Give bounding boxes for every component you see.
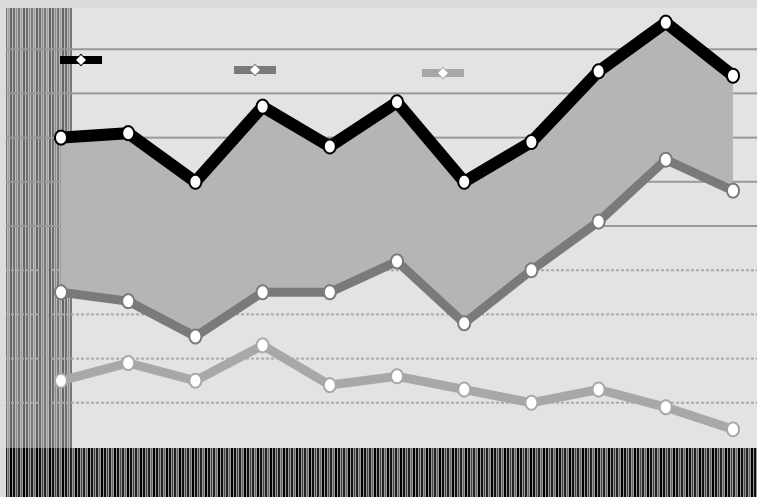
legend-marker (248, 63, 262, 77)
point-marker (524, 134, 539, 151)
point-marker (658, 14, 673, 31)
point-marker (322, 377, 337, 394)
point-marker (726, 67, 740, 84)
point-marker (591, 63, 606, 80)
point-marker (457, 315, 472, 332)
point-marker (322, 138, 337, 155)
point-marker (188, 372, 203, 389)
point-marker (524, 394, 539, 411)
plot (6, 14, 757, 438)
point-marker (658, 151, 673, 168)
legend-marker (436, 66, 450, 80)
point-marker (121, 293, 136, 310)
point-marker (457, 381, 472, 398)
point-marker (54, 129, 68, 146)
point-marker (188, 328, 203, 345)
point-marker (255, 284, 270, 301)
bottom-strip (6, 448, 757, 497)
point-marker (390, 368, 404, 385)
point-marker (726, 182, 740, 199)
point-marker (591, 381, 606, 398)
legend-marker (74, 53, 88, 67)
point-marker (255, 337, 270, 354)
point-marker (121, 355, 136, 372)
point-marker (726, 421, 740, 438)
point-marker (591, 213, 606, 230)
point-marker (54, 284, 68, 301)
point-marker (524, 262, 539, 279)
point-marker (390, 94, 404, 111)
point-marker (390, 253, 404, 270)
point-marker (255, 98, 270, 115)
point-marker (322, 284, 337, 301)
point-marker (188, 173, 203, 190)
point-marker (54, 372, 68, 389)
point-marker (457, 173, 472, 190)
area-fill (61, 22, 733, 337)
point-marker (121, 125, 136, 142)
point-marker (658, 399, 673, 416)
